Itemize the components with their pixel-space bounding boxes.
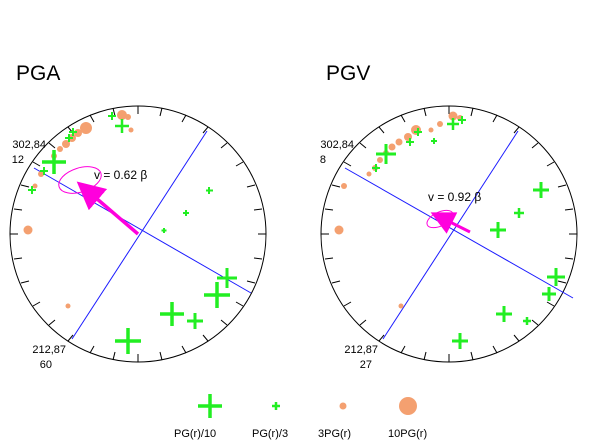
pgv-cross [547,268,565,286]
pgv-cross [414,128,422,136]
pga-dot [125,114,131,120]
pgv-cross [406,138,414,146]
pga-fault-plane-2 [71,130,208,340]
pgv-stereonet: v = 0.92 β [320,105,578,363]
pgv-dot [334,225,344,235]
pga-cross [69,128,77,136]
pga-cross [206,187,213,194]
pgv-cross [496,306,512,322]
pgv-plane2-strike-dip: 212,87 [344,344,378,356]
pga-cross [217,268,237,288]
pga-velocity-arrow [76,181,140,236]
pgv-cross [458,116,466,124]
pgv-dot [395,138,403,146]
pga-dot [117,110,127,120]
legend-large-dot-icon [399,397,417,415]
pga-cross [65,134,73,142]
pgv-title: PGV [326,62,371,85]
pga-cross [115,119,129,133]
pgv-fault-plane-2 [382,130,519,340]
pga-cross [108,112,116,120]
legend-label-pg-r-10: PG(r)/10 [174,428,217,440]
pgv-cross [372,164,380,172]
pgv-dot [366,171,372,177]
pga-cross [28,186,36,194]
pga-plane1-value: 12 [11,154,24,166]
pgv-plane1-strike-dip: 302,84 [320,139,354,151]
legend-small-dot-icon [339,402,347,410]
pga-cross [204,282,230,308]
pgv-dot [388,143,396,151]
pgv-cross [523,317,531,325]
pga-dot [23,225,33,235]
pgv-dot [448,111,458,121]
pga-velocity-label: v = 0.62 β [94,168,147,182]
legend-large-cross-icon [198,394,222,418]
pgv-dot [437,121,443,127]
pga-dot [57,146,63,152]
pga-cross [187,313,203,329]
pga-cross [160,302,184,326]
pga-plane2-value: 60 [39,359,52,371]
pga-dot [65,303,71,309]
pga-dot [32,183,38,189]
legend-label-3pg-r: 3PG(r) [318,428,351,440]
pga-dot [80,122,92,134]
pgv-cross [514,208,524,218]
legend-label-pg-r-3: PG(r)/3 [252,428,289,440]
pgv-dot [428,127,434,133]
pga-cross [115,328,141,354]
pgv-dot [398,303,404,309]
pgv-plane1-value: 8 [319,154,326,166]
pgv-cross [431,138,437,144]
pgv-dot [341,183,347,189]
pgv-cross [533,182,549,198]
pgv-cross [376,144,396,164]
pgv-cross [490,222,506,238]
pga-cross [183,210,189,216]
pga-dot [38,171,44,177]
pgv-plane2-value: 27 [359,359,372,371]
legend [198,394,417,418]
pgv-cross [452,333,468,349]
legend-small-cross-icon [272,402,280,410]
pga-cross [161,228,167,233]
pgv-velocity-arrow [430,212,471,234]
pga-plane2-strike-dip: 212,87 [32,344,66,356]
pgv-fault-plane-1 [344,167,574,299]
pgv-dot [411,125,421,135]
pga-cross [42,150,66,174]
pga-title: PGA [16,62,61,85]
pgv-velocity-ellipse [426,209,454,229]
pga-cross [40,167,48,175]
pga-stereonet: v = 0.62 β [9,105,267,363]
pga-plane1-strike-dip: 302,84 [12,139,46,151]
legend-label-10pg-r: 10PG(r) [388,428,428,440]
pgv-velocity-label: v = 0.92 β [428,190,481,204]
pgv-stereonet-circle [320,105,578,363]
pgv-dot [377,157,383,163]
pga-dot [128,127,134,133]
pgv-cross [542,287,556,301]
pgv-cross [447,118,459,130]
